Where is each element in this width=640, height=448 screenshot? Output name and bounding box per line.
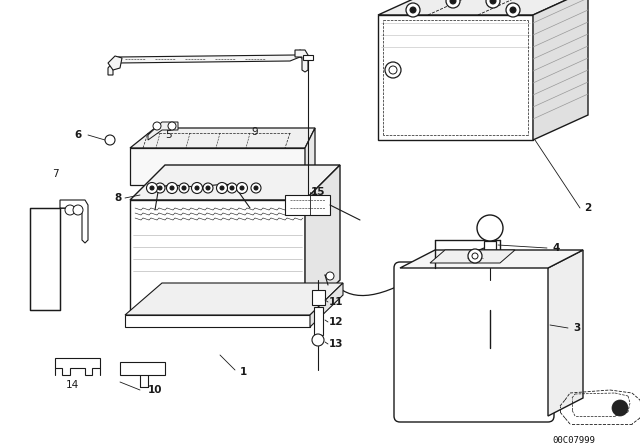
Polygon shape — [108, 50, 305, 75]
Polygon shape — [305, 165, 340, 315]
Circle shape — [237, 182, 248, 194]
Polygon shape — [125, 315, 310, 327]
Text: 2: 2 — [584, 203, 591, 213]
Circle shape — [477, 215, 503, 241]
Polygon shape — [120, 362, 165, 375]
Circle shape — [446, 0, 460, 8]
Polygon shape — [30, 208, 60, 310]
Circle shape — [406, 3, 420, 17]
Circle shape — [385, 62, 401, 78]
Polygon shape — [312, 290, 325, 305]
Circle shape — [510, 7, 516, 13]
Circle shape — [410, 7, 416, 13]
Circle shape — [227, 183, 237, 193]
Text: 00C07999: 00C07999 — [552, 435, 595, 444]
Polygon shape — [130, 148, 305, 185]
Text: 12: 12 — [329, 317, 343, 327]
Text: 8: 8 — [115, 193, 122, 203]
Polygon shape — [130, 200, 305, 315]
Circle shape — [203, 183, 213, 193]
Text: 9: 9 — [252, 127, 259, 137]
Circle shape — [105, 135, 115, 145]
Polygon shape — [548, 250, 583, 416]
Circle shape — [216, 182, 227, 194]
Text: 5: 5 — [164, 130, 172, 140]
Text: 14: 14 — [65, 380, 79, 390]
Text: 4: 4 — [552, 243, 560, 253]
Text: 10: 10 — [148, 385, 163, 395]
Text: 15: 15 — [311, 187, 325, 197]
Circle shape — [389, 66, 397, 74]
Circle shape — [166, 182, 177, 194]
Text: 1: 1 — [239, 367, 246, 377]
Polygon shape — [125, 283, 343, 315]
Circle shape — [158, 186, 162, 190]
Polygon shape — [60, 200, 88, 243]
Polygon shape — [378, 15, 533, 140]
Circle shape — [65, 205, 75, 215]
Polygon shape — [303, 55, 313, 60]
Circle shape — [150, 186, 154, 190]
Polygon shape — [310, 283, 343, 327]
Circle shape — [490, 0, 496, 4]
Circle shape — [155, 183, 165, 193]
Circle shape — [326, 272, 334, 280]
Polygon shape — [295, 50, 308, 72]
FancyBboxPatch shape — [394, 262, 554, 422]
Circle shape — [170, 186, 174, 190]
Polygon shape — [484, 241, 496, 258]
Circle shape — [206, 186, 210, 190]
Circle shape — [486, 0, 500, 8]
Text: 6: 6 — [74, 130, 82, 140]
Circle shape — [191, 182, 202, 194]
Polygon shape — [305, 128, 315, 185]
Polygon shape — [108, 56, 122, 70]
Polygon shape — [285, 195, 330, 215]
Text: 11: 11 — [329, 297, 343, 307]
Circle shape — [182, 186, 186, 190]
Circle shape — [220, 186, 224, 190]
Polygon shape — [314, 307, 323, 335]
Circle shape — [472, 253, 478, 259]
Circle shape — [147, 182, 157, 194]
Circle shape — [254, 186, 258, 190]
Polygon shape — [430, 250, 515, 263]
Circle shape — [468, 249, 482, 263]
Text: 13: 13 — [329, 339, 343, 349]
Circle shape — [153, 122, 161, 130]
Circle shape — [612, 400, 628, 416]
Polygon shape — [130, 165, 340, 200]
Polygon shape — [533, 0, 588, 140]
Circle shape — [450, 0, 456, 4]
Circle shape — [179, 183, 189, 193]
Circle shape — [312, 334, 324, 346]
Circle shape — [240, 186, 244, 190]
Polygon shape — [400, 250, 583, 268]
Circle shape — [195, 186, 199, 190]
Polygon shape — [148, 122, 178, 140]
Circle shape — [168, 122, 176, 130]
Circle shape — [251, 183, 261, 193]
Polygon shape — [55, 358, 100, 375]
Text: 3: 3 — [573, 323, 580, 333]
Circle shape — [506, 3, 520, 17]
Polygon shape — [378, 0, 588, 15]
Circle shape — [230, 186, 234, 190]
Circle shape — [73, 205, 83, 215]
Text: 7: 7 — [52, 169, 58, 179]
Polygon shape — [130, 128, 315, 148]
